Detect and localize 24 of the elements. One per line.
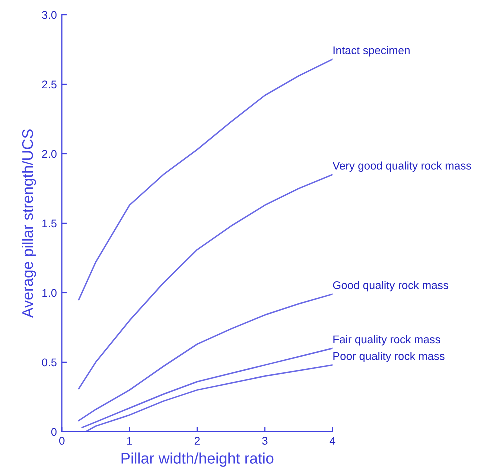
- series-label: Intact specimen: [334, 46, 410, 57]
- line-series: [85, 364, 333, 432]
- y-tick-label: 2.5: [42, 80, 57, 89]
- y-tick-label: 3.0: [42, 11, 57, 20]
- y-tick-label: 0: [52, 428, 57, 436]
- x-tick-label: 4: [330, 437, 336, 445]
- y-tick-label: 1.0: [42, 289, 57, 298]
- y-tick-label: 1.5: [42, 220, 57, 228]
- y-tick-label: 0.5: [42, 358, 57, 367]
- y-axis-title: Average pillar strength/UCS: [22, 130, 36, 318]
- line-series: [78, 58, 333, 301]
- line-series: [78, 174, 333, 390]
- line-series: [82, 348, 333, 428]
- x-tick-label: 2: [194, 437, 200, 445]
- x-tick-label: 3: [262, 437, 268, 445]
- series-label: Poor quality rock mass: [334, 352, 445, 362]
- y-tick-label: 2.0: [42, 150, 57, 158]
- line-series: [78, 294, 333, 422]
- x-axis-title: Pillar width/height ratio: [122, 452, 274, 467]
- x-tick-label: 1: [128, 437, 132, 445]
- series-label: Fair quality rock mass: [334, 335, 440, 346]
- series-label: Very good quality rock mass: [332, 162, 472, 172]
- x-tick-label: 0: [59, 437, 65, 445]
- series-label: Good quality rock mass: [333, 281, 448, 292]
